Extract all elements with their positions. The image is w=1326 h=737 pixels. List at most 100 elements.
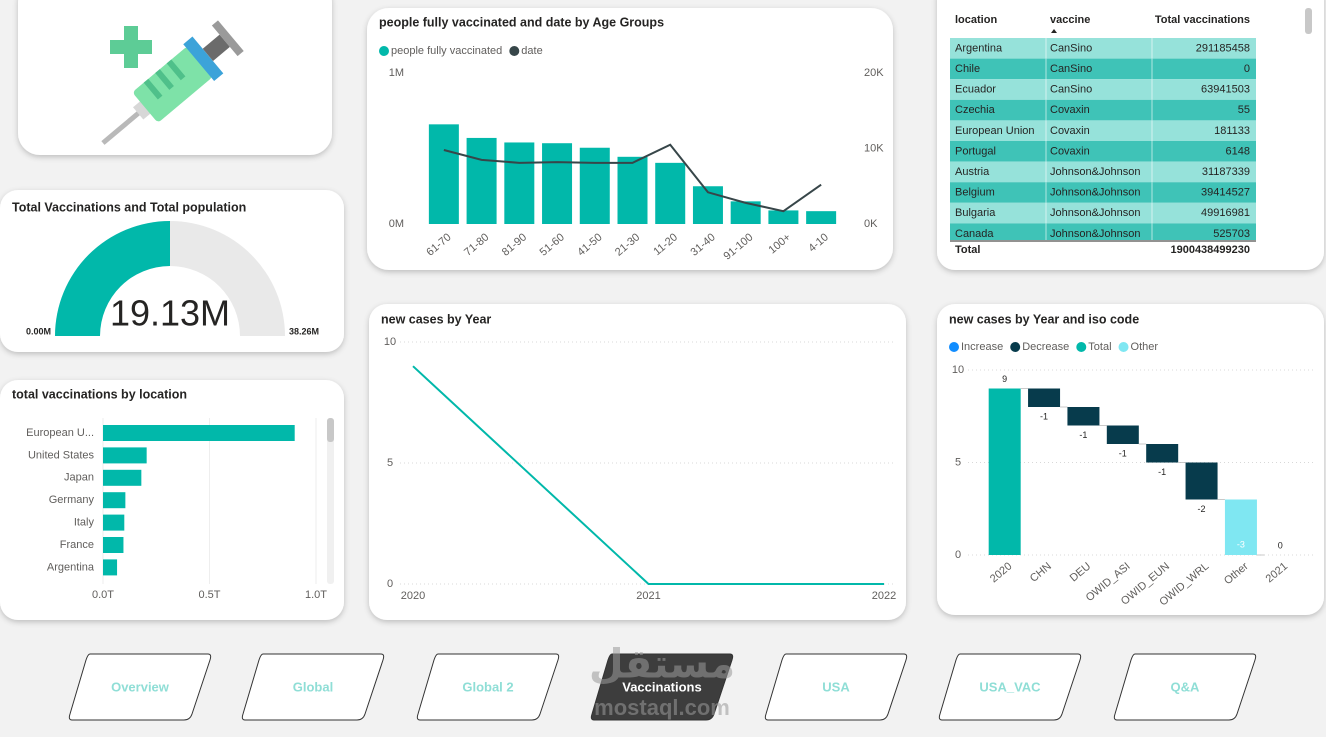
table-cell: Bulgaria (955, 207, 996, 219)
data-label: -1 (1158, 467, 1166, 477)
nav-button-shape[interactable] (1113, 653, 1257, 721)
table-cell: CanSino (1050, 42, 1092, 54)
bar (730, 201, 761, 224)
mark (155, 69, 174, 90)
legend-marker (379, 46, 389, 56)
legend-marker (949, 342, 959, 352)
nav-button[interactable]: Overview (68, 653, 212, 721)
table-cell: Covaxin (1050, 145, 1090, 157)
column-header[interactable]: Total vaccinations (1155, 14, 1250, 26)
legend-marker (1118, 342, 1129, 352)
y-tick-label: European U... (26, 427, 94, 439)
nav-button[interactable]: Vaccinations (590, 653, 734, 721)
bar (655, 162, 686, 224)
y-tick-label: 10 (952, 364, 964, 376)
legend-label: people fully vaccinated (391, 45, 502, 57)
nav-button-label[interactable]: USA (822, 679, 850, 694)
y-tick-label: 0 (387, 578, 393, 590)
x-tick-label: 2022 (872, 590, 896, 602)
nav-button[interactable]: USA_VAC (938, 653, 1082, 721)
y-tick-label: Japan (64, 472, 94, 484)
gauge-max: 38.26M (289, 326, 319, 336)
bar (1146, 444, 1179, 463)
plunger (202, 34, 230, 62)
bar (103, 559, 118, 576)
nav-button-label[interactable]: Vaccinations (622, 679, 701, 694)
table-cell: Portugal (955, 145, 996, 157)
table-row (950, 38, 1256, 59)
table-cell: Johnson&Johnson (1050, 207, 1141, 219)
column-header[interactable]: location (955, 14, 997, 26)
total-label: Total (955, 244, 980, 256)
bar (504, 142, 535, 224)
chart-title: total vaccinations by location (12, 387, 187, 401)
scrollbar-track (327, 418, 334, 584)
bar (806, 211, 837, 224)
mark (166, 59, 186, 81)
nav-button[interactable]: Global (241, 653, 385, 721)
table-cell: 55 (1238, 104, 1250, 116)
data-label: -3 (1237, 539, 1245, 549)
bar (428, 124, 459, 224)
line-card (369, 304, 906, 620)
nav-button[interactable]: Global 2 (416, 653, 560, 721)
table-cell: Covaxin (1050, 104, 1090, 116)
table-body: Argentina CanSino 291185458 Chile CanSino 0 Ec… (950, 38, 1256, 240)
chart-title: new cases by Year (381, 312, 491, 326)
y-tick-label: United States (28, 449, 95, 461)
nav-button[interactable]: USA (764, 653, 908, 721)
table-row (950, 182, 1256, 203)
nav-button-label[interactable]: Overview (111, 679, 170, 694)
nav-button-shape[interactable] (590, 653, 734, 721)
table-cell: Johnson&Johnson (1050, 166, 1141, 178)
nav-button-label[interactable]: USA_VAC (979, 679, 1041, 694)
y-tick-label: Germany (49, 494, 95, 506)
data-label: -1 (1040, 411, 1048, 421)
table-cell: Austria (955, 166, 990, 178)
watermark-latin: mostaql.com (594, 695, 730, 720)
y-tick-label: Italy (74, 517, 95, 529)
x-tick-label: 0.5T (198, 589, 220, 601)
bar (1028, 388, 1061, 407)
legend-label: Total (1088, 341, 1111, 353)
bar (1067, 407, 1100, 426)
data-label: -1 (1079, 430, 1087, 440)
scrollbar-thumb[interactable] (1305, 8, 1312, 34)
cross-v (124, 26, 138, 68)
plunger-handle (211, 20, 244, 57)
nav-button-shape[interactable] (764, 653, 908, 721)
table-row (950, 79, 1256, 100)
x-tick-label: 2020 (401, 590, 425, 602)
scrollbar-thumb[interactable] (327, 418, 334, 442)
nav-button[interactable]: Q&A (1113, 653, 1257, 721)
gauge-min: 0.00M (26, 326, 51, 336)
watermark: مستقل mostaql.com (589, 643, 735, 720)
nav-button-label[interactable]: Global 2 (462, 679, 513, 694)
y2-tick-label: 20K (864, 67, 884, 79)
nav-button-label[interactable]: Global (293, 679, 333, 694)
table: location vaccine Total vaccinations Argenti… (950, 14, 1256, 256)
table-cell: Canada (955, 228, 994, 240)
table-cell: 49916981 (1201, 207, 1250, 219)
nav-button-shape[interactable] (68, 653, 212, 721)
nav-button-shape[interactable] (938, 653, 1082, 721)
nav-button-label[interactable]: Q&A (1171, 679, 1201, 694)
bar (542, 143, 573, 224)
nav-button-shape[interactable] (416, 653, 560, 721)
bar (579, 147, 610, 224)
column-header[interactable]: vaccine (1050, 14, 1090, 26)
table-cell: 63941503 (1201, 84, 1250, 96)
line (412, 365, 884, 585)
legend-marker (1010, 342, 1021, 352)
table-row (950, 223, 1256, 240)
sort-arrow (1051, 29, 1057, 33)
table-cell: 181133 (1214, 125, 1250, 137)
x-tick-label: 1.0T (305, 589, 327, 601)
nav-button-shape[interactable] (241, 653, 385, 721)
y-tick-label: France (60, 539, 94, 551)
needle-hub (133, 100, 151, 120)
total-value: 1900438499230 (1170, 244, 1250, 256)
data-label: 0 (1278, 540, 1283, 550)
bar (103, 425, 295, 441)
bar (1185, 462, 1218, 500)
